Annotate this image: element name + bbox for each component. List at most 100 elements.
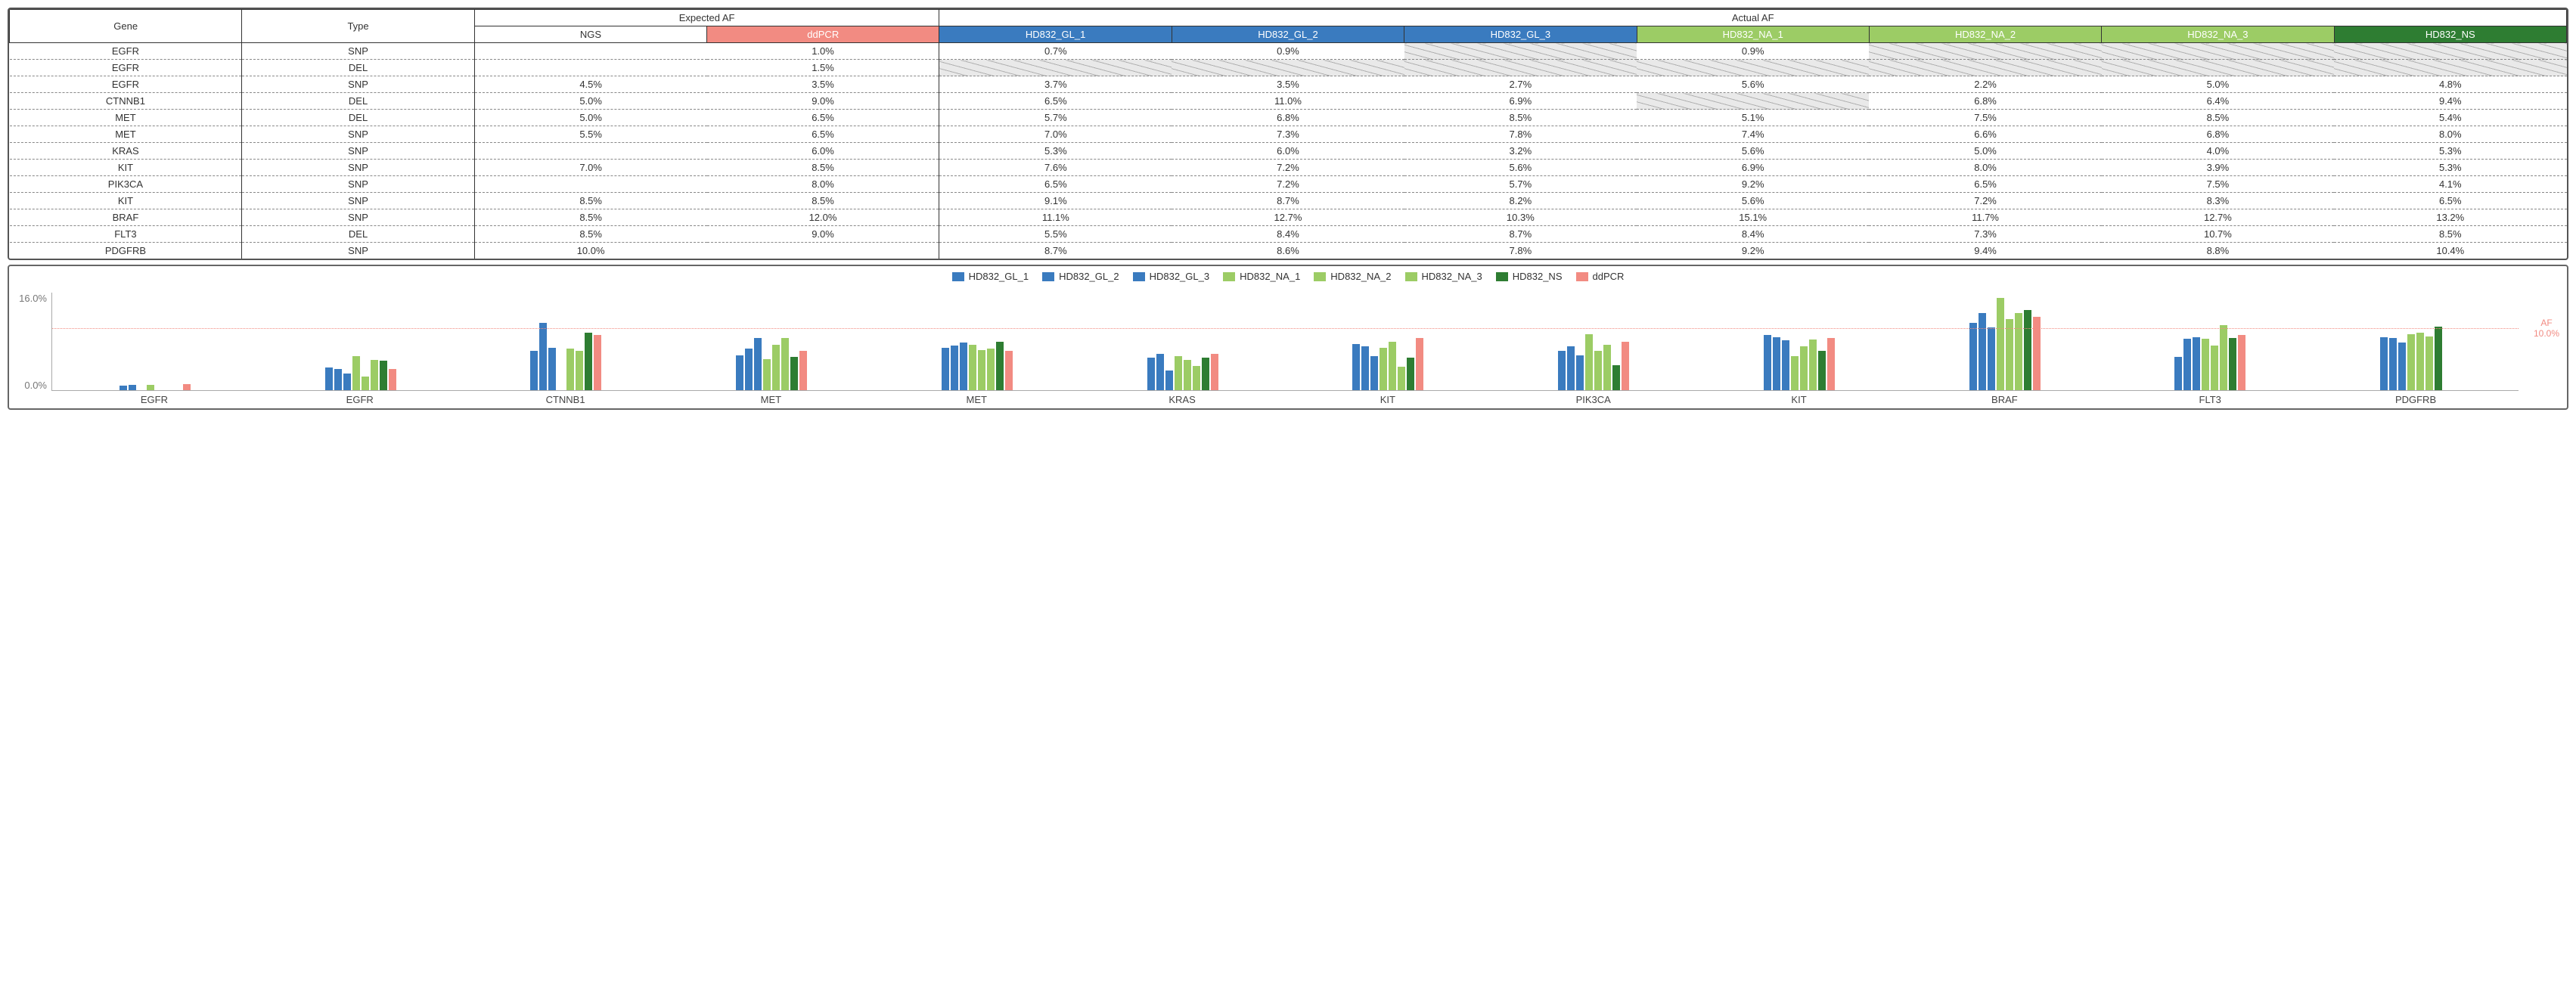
bar-gl3 [1370,356,1378,390]
bar-group [1696,293,1902,390]
cell-gene: PDGFRB [10,243,242,259]
legend-label: HD832_GL_3 [1150,271,1210,282]
bar-na3 [576,351,583,390]
bar-ns [1818,351,1826,390]
bar-gl1 [119,386,127,390]
bar-na2 [772,345,780,390]
legend-swatch [1314,272,1326,281]
cell-gl2: 6.8% [1172,110,1404,126]
cell-gl3: 3.2% [1404,143,1637,160]
x-label: KIT [1696,391,1902,405]
bar-gl2 [745,349,753,390]
cell-ddpcr: 6.5% [707,126,939,143]
cell-gl2: 8.7% [1172,193,1404,209]
cell-gene: EGFR [10,76,242,93]
legend-item-na3: HD832_NA_3 [1405,271,1482,282]
cell-gene: KRAS [10,143,242,160]
bar-na2 [1389,342,1396,391]
cell-na1: 9.2% [1637,176,1869,193]
legend-label: HD832_NA_1 [1240,271,1300,282]
cell-type: SNP [242,209,474,226]
ref-label-top: AF [2534,318,2559,328]
bar-ns [1202,358,1209,390]
af-table: Gene Type Expected AF Actual AF NGSddPCR… [8,8,2568,260]
x-label: MET [668,391,874,405]
cell-gl2 [1172,60,1404,76]
cell-gene: EGFR [10,60,242,76]
bar-ns [1407,358,1414,390]
bar-gl3 [548,348,556,390]
bar-gl1 [2174,357,2182,390]
cell-gl1: 11.1% [939,209,1172,226]
bar-ddpcr [799,351,807,390]
bar-gl2 [951,346,958,390]
bar-na3 [371,360,378,390]
cell-gl1: 3.7% [939,76,1172,93]
bar-ns [790,357,798,390]
bar-gl3 [2398,343,2406,390]
cell-na2: 6.8% [1869,93,2101,110]
bar-na3 [2425,336,2433,390]
cell-ngs: 5.0% [474,93,706,110]
cell-ngs: 8.5% [474,193,706,209]
table-row: KITSNP7.0%8.5%7.6%7.2%5.6%6.9%8.0%3.9%5.… [10,160,2567,176]
legend-label: HD832_NA_3 [1422,271,1482,282]
table-body: EGFRSNP1.0%0.7%0.9%0.9%EGFRDEL1.5%EGFRSN… [10,43,2567,259]
cell-na3: 3.9% [2102,160,2334,176]
bar-group [464,293,669,390]
bar-na3 [1193,366,1200,390]
bar-gl2 [1156,354,1164,390]
cell-ngs: 4.5% [474,76,706,93]
cell-na3 [2102,43,2334,60]
cell-ns: 5.4% [2334,110,2566,126]
legend-label: ddPCR [1593,271,1625,282]
cell-gene: BRAF [10,209,242,226]
bar-ddpcr [1622,342,1629,391]
bar-ns [2435,327,2442,390]
x-label: MET [874,391,1079,405]
cell-na1: 0.9% [1637,43,1869,60]
bar-na2 [2006,319,2013,390]
cell-ddpcr: 6.5% [707,110,939,126]
cell-na1: 7.4% [1637,126,1869,143]
bar-gl1 [1969,323,1977,390]
bar-na2 [1594,351,1602,390]
cell-gl1: 6.5% [939,93,1172,110]
ytick-bottom: 0.0% [24,380,47,391]
cell-ngs [474,43,706,60]
cell-na2 [1869,60,2101,76]
cell-ddpcr: 6.0% [707,143,939,160]
cell-type: SNP [242,243,474,259]
bar-ns [2024,310,2031,390]
cell-na3: 7.5% [2102,176,2334,193]
bar-gl1 [942,348,949,390]
bar-na2 [1800,346,1808,390]
cell-gl3: 8.5% [1404,110,1637,126]
plot-area [51,293,2519,391]
table-row: KRASSNP6.0%5.3%6.0%3.2%5.6%5.0%4.0%5.3% [10,143,2567,160]
cell-gl3: 5.7% [1404,176,1637,193]
cell-gl1: 6.5% [939,176,1172,193]
cell-gl1: 5.5% [939,226,1172,243]
cell-na2: 2.2% [1869,76,2101,93]
cell-ddpcr: 1.5% [707,60,939,76]
cell-na2: 9.4% [1869,243,2101,259]
col-na1: HD832_NA_1 [1637,26,1869,43]
ref-label-bottom: 10.0% [2534,329,2559,339]
bar-gl2 [334,369,342,390]
cell-ns: 4.1% [2334,176,2566,193]
table-row: PIK3CASNP8.0%6.5%7.2%5.7%9.2%6.5%7.5%4.1… [10,176,2567,193]
cell-na3: 6.8% [2102,126,2334,143]
cell-gene: MET [10,126,242,143]
cell-na3: 10.7% [2102,226,2334,243]
cell-ddpcr: 8.5% [707,193,939,209]
cell-ddpcr: 9.0% [707,93,939,110]
bar-na2 [978,350,985,390]
cell-ngs [474,176,706,193]
cell-gl1: 9.1% [939,193,1172,209]
legend-swatch [1133,272,1145,281]
cell-na2: 8.0% [1869,160,2101,176]
cell-gl3: 10.3% [1404,209,1637,226]
bar-gl3 [1988,327,1995,390]
cell-na1: 6.9% [1637,160,1869,176]
